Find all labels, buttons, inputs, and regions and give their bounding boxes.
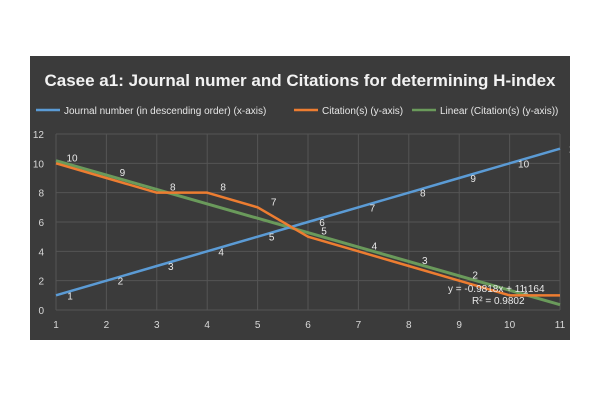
journal-data-label: 10 [518,159,530,170]
x-tick-label: 2 [104,320,110,331]
x-tick-label: 3 [154,320,160,331]
chart-panel: Casee a1: Journal numer and Citations fo… [30,56,570,340]
chart-title: Casee a1: Journal numer and Citations fo… [44,71,556,90]
journal-data-label: 3 [168,262,174,273]
y-tick-label: 2 [38,277,44,288]
y-tick-label: 8 [38,189,44,200]
x-tick-label: 9 [456,320,462,331]
x-tick-label: 10 [504,320,516,331]
citation-data-label: 9 [120,168,126,179]
trend-equation: y = -0.9818x + 11.164 [448,284,545,295]
legend: Journal number (in descending order) (x-… [36,106,558,117]
legend-label-journal: Journal number (in descending order) (x-… [64,106,266,117]
y-tick-label: 12 [33,130,45,141]
series-journal-line [55,147,561,297]
legend-label-citations: Citation(s) (y-axis) [322,106,403,117]
x-tick-label: 6 [305,320,311,331]
citation-data-label: 7 [271,197,277,208]
citation-data-label: 2 [472,271,478,282]
chart-svg: Casee a1: Journal numer and Citations fo… [33,71,570,331]
series-linear-trendline [55,159,561,307]
y-tick-label: 6 [38,218,44,229]
journal-data-label: 9 [470,174,476,185]
journal-data-label: 2 [118,277,124,288]
x-tick-label: 11 [555,320,566,331]
data-labels: 1234567891011109887543211 [66,145,570,303]
citation-data-label: 8 [220,183,226,194]
x-tick-label: 4 [204,320,210,331]
journal-data-label: 8 [420,189,426,200]
legend-label-linear: Linear (Citation(s) (y-axis)) [440,106,558,117]
citation-data-label: 10 [66,153,78,164]
journal-data-label: 5 [269,233,275,244]
citation-data-label: 5 [321,227,327,238]
citation-data-label: 1 [523,285,529,296]
grid [55,133,561,311]
x-tick-label: 5 [255,320,261,331]
y-tick-label: 4 [38,247,44,258]
journal-data-label: 11 [569,145,570,156]
citation-data-label: 8 [170,183,176,194]
y-tick-label: 0 [38,306,44,317]
series-citations-line [55,162,560,297]
journal-data-label: 1 [67,291,73,302]
x-tick-label: 7 [356,320,362,331]
x-tick-label: 1 [53,320,59,331]
citation-data-label: 3 [422,256,428,267]
x-tick-label: 8 [406,320,412,331]
citation-data-label: 4 [372,241,378,252]
journal-data-label: 4 [218,247,224,258]
series [55,147,561,307]
y-tick-label: 10 [33,159,45,170]
journal-data-label: 7 [370,203,376,214]
trend-r2: R² = 0.9802 [472,296,525,307]
journal-data-label: 6 [319,218,325,229]
